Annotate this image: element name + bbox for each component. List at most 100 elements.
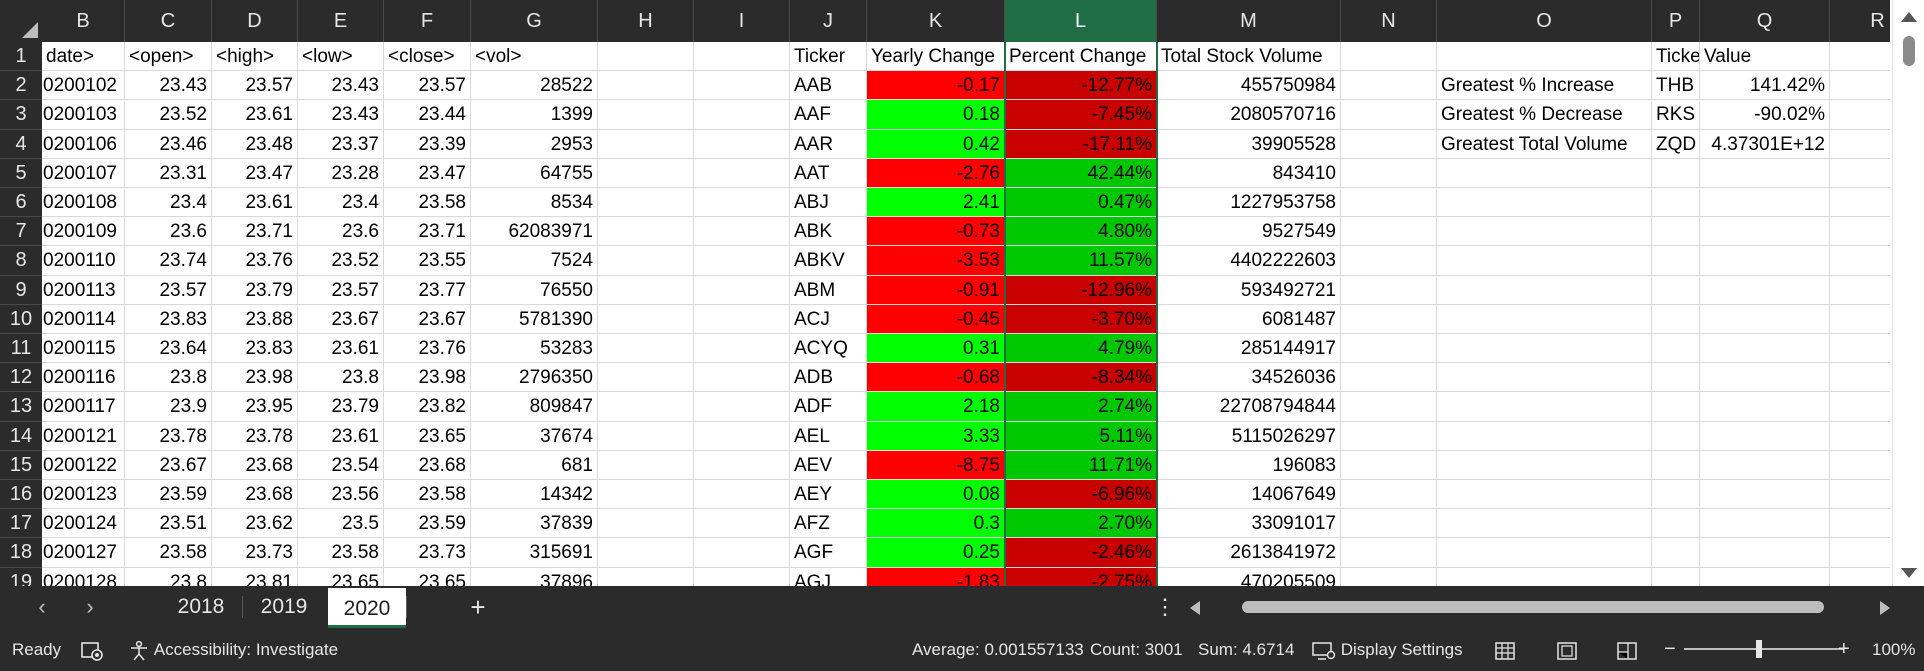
row-header[interactable]: 10 xyxy=(0,304,42,334)
header-cell-q[interactable]: Value xyxy=(1700,42,1830,72)
total-volume-cell[interactable]: 39905528 xyxy=(1157,129,1341,159)
zoom-in-button[interactable]: + xyxy=(1838,638,1850,660)
cell[interactable] xyxy=(1700,334,1830,364)
total-volume-cell[interactable]: 33091017 xyxy=(1157,509,1341,539)
yearly-change-cell[interactable]: 0.18 xyxy=(867,100,1005,130)
date-cell[interactable]: 0200116 xyxy=(42,363,125,393)
low-cell[interactable]: 23.43 xyxy=(298,71,384,101)
zoom-slider-track[interactable] xyxy=(1684,648,1844,650)
yearly-change-cell[interactable]: -0.91 xyxy=(867,275,1005,305)
open-cell[interactable]: 23.51 xyxy=(125,509,212,539)
cell[interactable] xyxy=(1830,305,1890,334)
cell[interactable] xyxy=(1830,130,1890,159)
cell[interactable] xyxy=(1437,480,1652,510)
high-cell[interactable]: 23.68 xyxy=(212,480,298,510)
cell[interactable] xyxy=(1341,217,1437,247)
vol-cell[interactable]: 8534 xyxy=(471,188,598,218)
page-break-view-button[interactable] xyxy=(1616,628,1638,671)
ticker-cell[interactable]: ABJ xyxy=(790,188,867,218)
horizontal-scrollbar[interactable] xyxy=(1190,596,1890,618)
cell[interactable] xyxy=(598,129,694,159)
cell[interactable] xyxy=(1830,392,1890,422)
yearly-change-cell[interactable]: 0.31 xyxy=(867,334,1005,364)
percent-change-cell[interactable]: 5.11% xyxy=(1005,421,1157,451)
percent-change-cell[interactable]: 11.57% xyxy=(1005,246,1157,276)
cell[interactable] xyxy=(1341,71,1437,101)
open-cell[interactable]: 23.64 xyxy=(125,334,212,364)
high-cell[interactable]: 23.88 xyxy=(212,304,298,334)
summary-value-cell[interactable]: 4.37301E+12 xyxy=(1700,129,1830,159)
open-cell[interactable]: 23.46 xyxy=(125,129,212,159)
cell[interactable] xyxy=(694,71,790,101)
percent-change-cell[interactable]: -2.46% xyxy=(1005,538,1157,568)
cell[interactable] xyxy=(1341,129,1437,159)
summary-label-cell[interactable]: Greatest % Increase xyxy=(1437,71,1652,101)
low-cell[interactable]: 23.56 xyxy=(298,480,384,510)
row-header[interactable]: 2 xyxy=(0,71,42,101)
cell[interactable] xyxy=(694,392,790,422)
total-volume-cell[interactable]: 2080570716 xyxy=(1157,100,1341,130)
total-volume-cell[interactable]: 285144917 xyxy=(1157,334,1341,364)
total-volume-cell[interactable]: 843410 xyxy=(1157,158,1341,188)
cell[interactable] xyxy=(598,450,694,480)
cell[interactable] xyxy=(694,538,790,568)
vol-cell[interactable]: 28522 xyxy=(471,71,598,101)
cell[interactable] xyxy=(1437,246,1652,276)
cell[interactable] xyxy=(598,480,694,510)
total-volume-cell[interactable]: 2613841972 xyxy=(1157,538,1341,568)
cell[interactable] xyxy=(1830,568,1890,586)
cell[interactable] xyxy=(1341,246,1437,276)
cell[interactable] xyxy=(598,304,694,334)
low-cell[interactable]: 23.6 xyxy=(298,217,384,247)
zoom-level[interactable]: 100% xyxy=(1872,640,1916,659)
high-cell[interactable]: 23.73 xyxy=(212,538,298,568)
close-cell[interactable]: 23.47 xyxy=(384,158,471,188)
yearly-change-cell[interactable]: 2.18 xyxy=(867,392,1005,422)
close-cell[interactable]: 23.39 xyxy=(384,129,471,159)
cell[interactable] xyxy=(598,567,694,586)
close-cell[interactable]: 23.98 xyxy=(384,363,471,393)
ticker-cell[interactable]: AEY xyxy=(790,480,867,510)
low-cell[interactable]: 23.65 xyxy=(298,567,384,586)
cell[interactable] xyxy=(1437,421,1652,451)
cell[interactable] xyxy=(1830,538,1890,568)
cell[interactable] xyxy=(598,71,694,101)
percent-change-cell[interactable]: -3.70% xyxy=(1005,304,1157,334)
total-volume-cell[interactable]: 470205509 xyxy=(1157,567,1341,586)
vol-cell[interactable]: 2953 xyxy=(471,129,598,159)
ticker-cell[interactable]: ACJ xyxy=(790,304,867,334)
cell[interactable] xyxy=(1341,42,1437,72)
cell[interactable] xyxy=(1830,363,1890,393)
date-cell[interactable]: 0200106 xyxy=(42,129,125,159)
low-cell[interactable]: 23.57 xyxy=(298,275,384,305)
low-cell[interactable]: 23.61 xyxy=(298,334,384,364)
cell[interactable] xyxy=(1652,392,1700,422)
percent-change-cell[interactable]: -12.96% xyxy=(1005,275,1157,305)
cell[interactable] xyxy=(1341,158,1437,188)
cell[interactable] xyxy=(598,158,694,188)
close-cell[interactable]: 23.65 xyxy=(384,567,471,586)
cell[interactable] xyxy=(1437,392,1652,422)
cell[interactable] xyxy=(1652,188,1700,218)
high-cell[interactable]: 23.79 xyxy=(212,275,298,305)
date-cell[interactable]: 0200113 xyxy=(42,275,125,305)
vol-cell[interactable]: 37896 xyxy=(471,567,598,586)
high-cell[interactable]: 23.62 xyxy=(212,509,298,539)
cell[interactable] xyxy=(694,363,790,393)
header-cell-m[interactable]: Total Stock Volume xyxy=(1157,42,1341,72)
vol-cell[interactable]: 315691 xyxy=(471,538,598,568)
column-header-o[interactable]: O xyxy=(1437,0,1652,42)
yearly-change-cell[interactable]: 0.25 xyxy=(867,538,1005,568)
cell[interactable] xyxy=(1341,100,1437,130)
date-cell[interactable]: 0200121 xyxy=(42,421,125,451)
cell[interactable] xyxy=(1437,334,1652,364)
cell[interactable] xyxy=(1700,567,1830,586)
cell[interactable] xyxy=(1341,480,1437,510)
cell[interactable] xyxy=(1341,275,1437,305)
horizontal-scroll-thumb[interactable] xyxy=(1242,601,1824,613)
yearly-change-cell[interactable]: 3.33 xyxy=(867,421,1005,451)
zoom-out-button[interactable]: − xyxy=(1664,638,1676,660)
date-cell[interactable]: 0200109 xyxy=(42,217,125,247)
cell[interactable] xyxy=(1341,567,1437,586)
ticker-cell[interactable]: AAT xyxy=(790,158,867,188)
